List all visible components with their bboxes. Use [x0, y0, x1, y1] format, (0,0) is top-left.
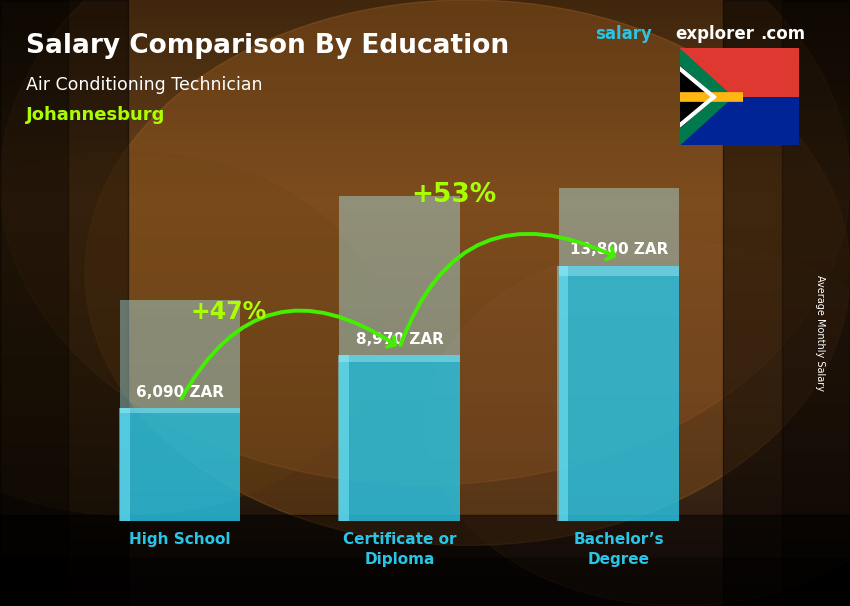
Bar	[558, 21, 679, 276]
Bar	[558, 265, 679, 521]
Circle shape	[85, 0, 850, 545]
Bar	[120, 408, 241, 521]
Bar	[120, 300, 241, 413]
Text: salary: salary	[595, 25, 652, 44]
Bar	[339, 355, 460, 521]
Bar	[782, 0, 850, 606]
Text: Air Conditioning Technician: Air Conditioning Technician	[26, 76, 262, 94]
Bar	[339, 196, 460, 362]
Text: Salary Comparison By Education: Salary Comparison By Education	[26, 33, 508, 59]
Text: Average Monthly Salary: Average Monthly Salary	[815, 275, 825, 391]
Bar	[0, 515, 850, 606]
Circle shape	[425, 242, 850, 606]
Polygon shape	[680, 48, 734, 145]
Circle shape	[0, 152, 382, 515]
Circle shape	[0, 0, 850, 485]
Bar	[680, 48, 799, 97]
Bar	[0, 0, 68, 606]
Bar	[0, 0, 128, 606]
Text: +47%: +47%	[190, 300, 267, 324]
Bar	[0, 558, 850, 606]
Text: +53%: +53%	[411, 182, 497, 208]
Bar	[338, 355, 349, 521]
Bar	[119, 408, 130, 521]
Bar	[722, 0, 850, 606]
Bar	[680, 97, 799, 145]
Text: explorer: explorer	[676, 25, 755, 44]
Text: 6,090 ZAR: 6,090 ZAR	[136, 385, 224, 400]
Polygon shape	[680, 65, 716, 128]
Bar	[558, 265, 569, 521]
Text: 8,970 ZAR: 8,970 ZAR	[355, 331, 444, 347]
Text: Johannesburg: Johannesburg	[26, 106, 165, 124]
Text: .com: .com	[761, 25, 806, 44]
Text: 13,800 ZAR: 13,800 ZAR	[570, 242, 668, 258]
